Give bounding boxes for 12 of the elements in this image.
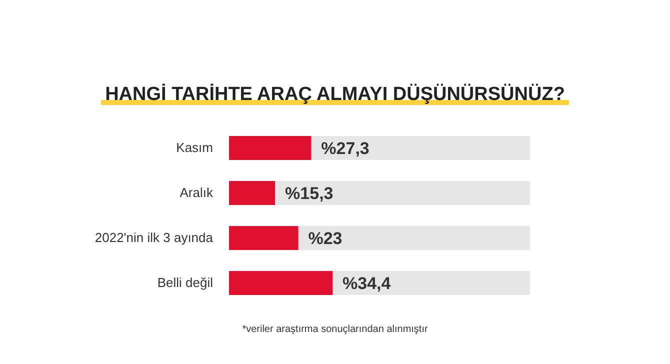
data-label: %23: [308, 229, 342, 248]
bar: [229, 226, 298, 250]
chart-title: HANGİ TARİHTE ARAÇ ALMAYI DÜŞÜNÜRSÜNÜZ?: [105, 84, 565, 105]
y-tick-label: Kasım: [176, 140, 213, 156]
bar: [229, 181, 276, 205]
y-tick-label: Aralık: [180, 185, 214, 200]
y-tick-label: 2022'nin ilk 3 ayında: [94, 230, 214, 246]
text: *veriler araştırma sonuçlarından alınmıştır: [241, 324, 429, 335]
data-label: %15,3: [285, 184, 334, 203]
data-label: %34,4: [342, 274, 392, 293]
y-tick-label: Belli değil: [157, 275, 214, 290]
data-label: %27,3: [321, 139, 370, 158]
